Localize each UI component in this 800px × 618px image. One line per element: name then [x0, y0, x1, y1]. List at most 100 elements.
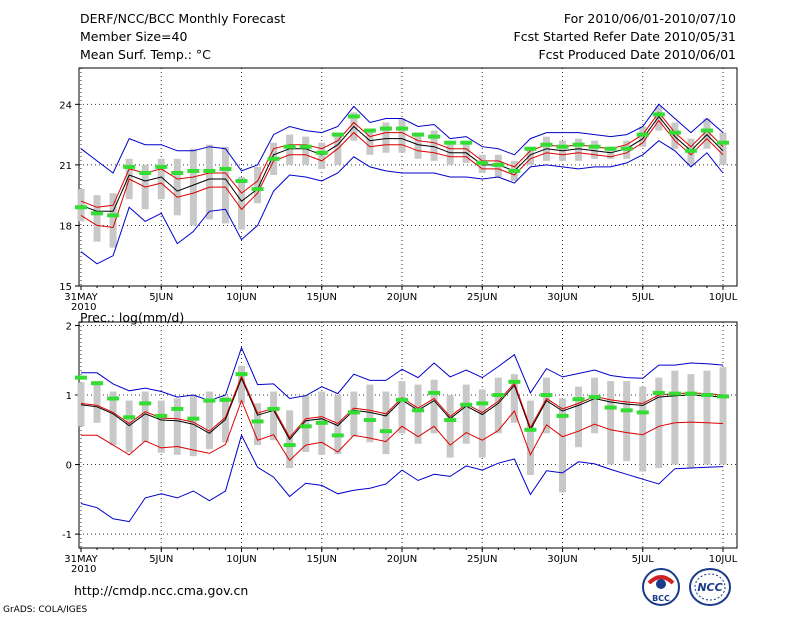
member-size-label: Member Size=40: [80, 29, 188, 44]
series-line-lower: [80, 119, 724, 229]
series-line-upper: [80, 374, 724, 439]
observed-marker: [620, 146, 633, 151]
ensemble-box: [189, 148, 197, 226]
observed-marker: [492, 162, 505, 167]
ensemble-box: [430, 130, 438, 161]
temperature-variable-label: Mean Surf. Temp.: °C: [80, 47, 211, 62]
ensemble-box: [414, 132, 422, 159]
observed-marker: [331, 433, 344, 438]
ensemble-box: [494, 377, 502, 434]
ensemble-box: [382, 122, 390, 153]
observed-marker: [636, 410, 649, 415]
ensemble-box: [671, 122, 679, 149]
observed-marker: [315, 420, 328, 425]
ensemble-box: [238, 177, 245, 230]
observed-marker: [251, 187, 264, 192]
observed-marker: [235, 372, 248, 377]
x-tick-label: 10JUN: [226, 292, 256, 303]
observed-marker: [91, 381, 104, 386]
ensemble-box: [478, 389, 486, 458]
observed-marker: [556, 144, 569, 149]
observed-marker: [107, 396, 120, 401]
grads-credit: GrADS: COLA/IGES: [3, 605, 88, 615]
x-tick-label: 5JUL: [632, 292, 655, 303]
observed-marker: [460, 140, 473, 145]
observed-marker: [668, 130, 681, 135]
x-year-label: 2010: [71, 564, 96, 575]
chart-panel-1: 31MAY 5JUN 10JUN 15JUN 20JUN 25JUN 30JUN 5JUL 10…: [59, 67, 738, 313]
ensemble-box: [526, 400, 534, 475]
observed-marker: [75, 205, 87, 210]
observed-marker: [540, 142, 553, 147]
observed-marker: [139, 401, 152, 406]
observed-marker: [556, 413, 569, 418]
x-tick-label: 10JUL: [709, 554, 738, 565]
observed-marker: [700, 393, 713, 398]
forecast-produced-date: Fcst Produced Date 2010/06/01: [538, 47, 736, 62]
series-line-min: [80, 140, 724, 265]
observed-marker: [155, 164, 168, 169]
series-line-max: [81, 346, 724, 402]
observed-marker: [219, 397, 232, 402]
observed-marker: [652, 390, 665, 395]
observed-marker: [331, 132, 344, 137]
observed-marker: [572, 142, 585, 147]
observed-marker: [444, 140, 457, 145]
plot-frame: [78, 67, 738, 287]
chart-title: DERF/NCC/BCC Monthly Forecast: [80, 11, 286, 26]
source-url-link[interactable]: http://cmdp.ncc.cma.gov.cn: [74, 583, 249, 598]
x-tick-label: 5JUL: [632, 554, 655, 565]
y-tick-label: 2: [66, 321, 72, 332]
observed-marker: [476, 401, 489, 406]
observed-marker: [412, 408, 425, 413]
ensemble-box: [157, 400, 165, 453]
plot-frame: [78, 321, 738, 549]
ensemble-box: [334, 395, 342, 455]
y-tick-label: 18: [59, 221, 72, 232]
observed-marker: [235, 179, 248, 184]
ensemble-box: [559, 398, 566, 493]
observed-marker: [396, 126, 408, 131]
ensemble-box: [189, 395, 197, 457]
observed-marker: [299, 144, 312, 149]
observed-marker: [717, 140, 729, 145]
x-tick-label: 30JUN: [547, 554, 577, 565]
observed-marker: [267, 406, 280, 411]
y-tick-label: -1: [62, 530, 72, 541]
observed-marker: [315, 150, 328, 155]
x-tick-label: 5JUN: [149, 554, 173, 565]
observed-marker: [460, 402, 473, 407]
observed-marker: [684, 148, 697, 153]
observed-marker: [283, 144, 296, 149]
series-line-lower: [81, 399, 724, 462]
ensemble-box: [366, 384, 374, 443]
observed-marker: [379, 429, 392, 434]
observed-marker: [572, 397, 585, 402]
forecast-start-date: Fcst Started Refer Date 2010/05/31: [513, 29, 737, 44]
observed-marker: [652, 112, 665, 117]
observed-marker: [524, 146, 537, 151]
ensemble-box: [655, 377, 663, 469]
ensemble-box: [173, 158, 181, 216]
ncc-logo: NCC: [689, 568, 731, 606]
ensemble-box: [221, 146, 229, 224]
series-line-max: [80, 103, 724, 174]
observed-marker: [283, 443, 296, 448]
series-line-mean: [80, 115, 724, 212]
ensemble-box: [109, 193, 117, 248]
ensemble-box: [655, 106, 663, 131]
ensemble-box: [623, 381, 631, 462]
ensemble-box: [125, 400, 133, 453]
ensemble-box: [77, 382, 85, 427]
observed-marker: [636, 132, 649, 137]
observed-marker: [524, 427, 537, 432]
ensemble-box: [302, 395, 310, 453]
ensemble-box: [270, 391, 278, 441]
x-tick-label: 5JUN: [149, 292, 173, 303]
ensemble-box: [254, 403, 262, 446]
observed-marker: [379, 126, 392, 131]
observed-marker: [444, 418, 457, 423]
y-tick-label: 15: [59, 282, 72, 293]
observed-marker: [107, 213, 120, 218]
